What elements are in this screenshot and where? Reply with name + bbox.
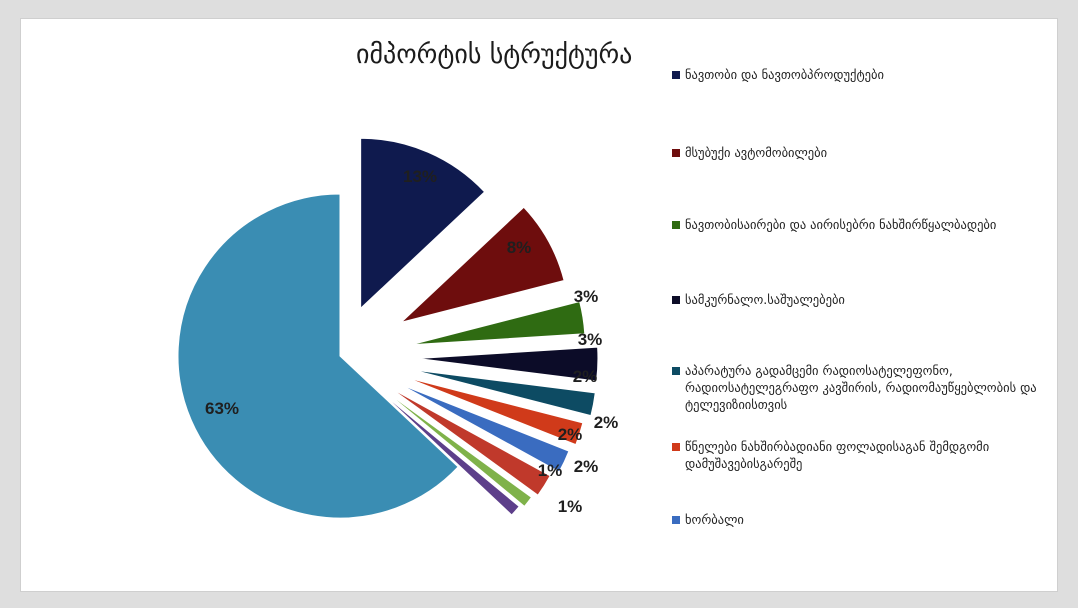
pie-slice (417, 346, 599, 382)
pie-slice (390, 387, 551, 496)
slice-label: 2% (573, 367, 598, 386)
legend-swatch (672, 71, 680, 79)
slice-label: 3% (578, 330, 603, 349)
pie-slice (177, 193, 459, 519)
legend-label: სამკურნალო.საშუალებები (685, 292, 845, 307)
legend-label: ნავთობი და ნავთობპროდუქტები (685, 67, 884, 82)
legend-swatch (672, 149, 680, 157)
pie-slice (380, 391, 520, 516)
pie-slice (400, 206, 565, 323)
legend-label: წნელები ნახშირბადიანი ფოლადისაგან შემდგო… (685, 439, 990, 471)
legend-swatch (672, 367, 680, 375)
legend-label: მსუბუქი ავტომობილები (685, 145, 828, 160)
slice-label: 1% (558, 497, 583, 516)
pie-slice (360, 137, 486, 310)
chart-title: იმპორტის სტრუქტურა (356, 40, 633, 70)
legend-item: ნავთობი და ნავთობპროდუქტები (672, 66, 1042, 83)
slice-label: 8% (507, 238, 532, 257)
slice-label: 63% (205, 399, 239, 418)
legend-label: აპარატურა გადამცემი რადიოსატელეფონო, რად… (685, 363, 1037, 412)
legend-swatch (672, 221, 680, 229)
legend-item: სამკურნალო.საშუალებები (672, 291, 1042, 308)
slice-label: 2% (574, 457, 599, 476)
pie-slice (410, 300, 586, 346)
pie-slice (399, 383, 570, 473)
slice-label: 2% (594, 413, 619, 432)
legend-item: ხორბალი (672, 511, 1042, 528)
slice-label: 1% (538, 461, 563, 480)
slice-label: 3% (574, 287, 599, 306)
legend-item: მსუბუქი ავტომობილები (672, 144, 1042, 161)
legend-swatch (672, 443, 680, 451)
pie-slice (383, 389, 533, 508)
slice-label: 2% (558, 425, 583, 444)
legend-item: აპარატურა გადამცემი რადიოსატელეფონო, რად… (672, 362, 1042, 413)
pie-slice (412, 369, 596, 417)
legend-item: ნავთობისაირები და აირისებრი ნახშირწყალბა… (672, 216, 1042, 233)
legend-label: ხორბალი (685, 512, 744, 527)
legend-label: ნავთობისაირები და აირისებრი ნახშირწყალბა… (685, 217, 997, 232)
legend-item: წნელები ნახშირბადიანი ფოლადისაგან შემდგო… (672, 438, 1042, 472)
pie-slice (406, 377, 584, 446)
slice-label: 13% (403, 167, 437, 186)
legend-swatch (672, 296, 680, 304)
legend-swatch (672, 516, 680, 524)
